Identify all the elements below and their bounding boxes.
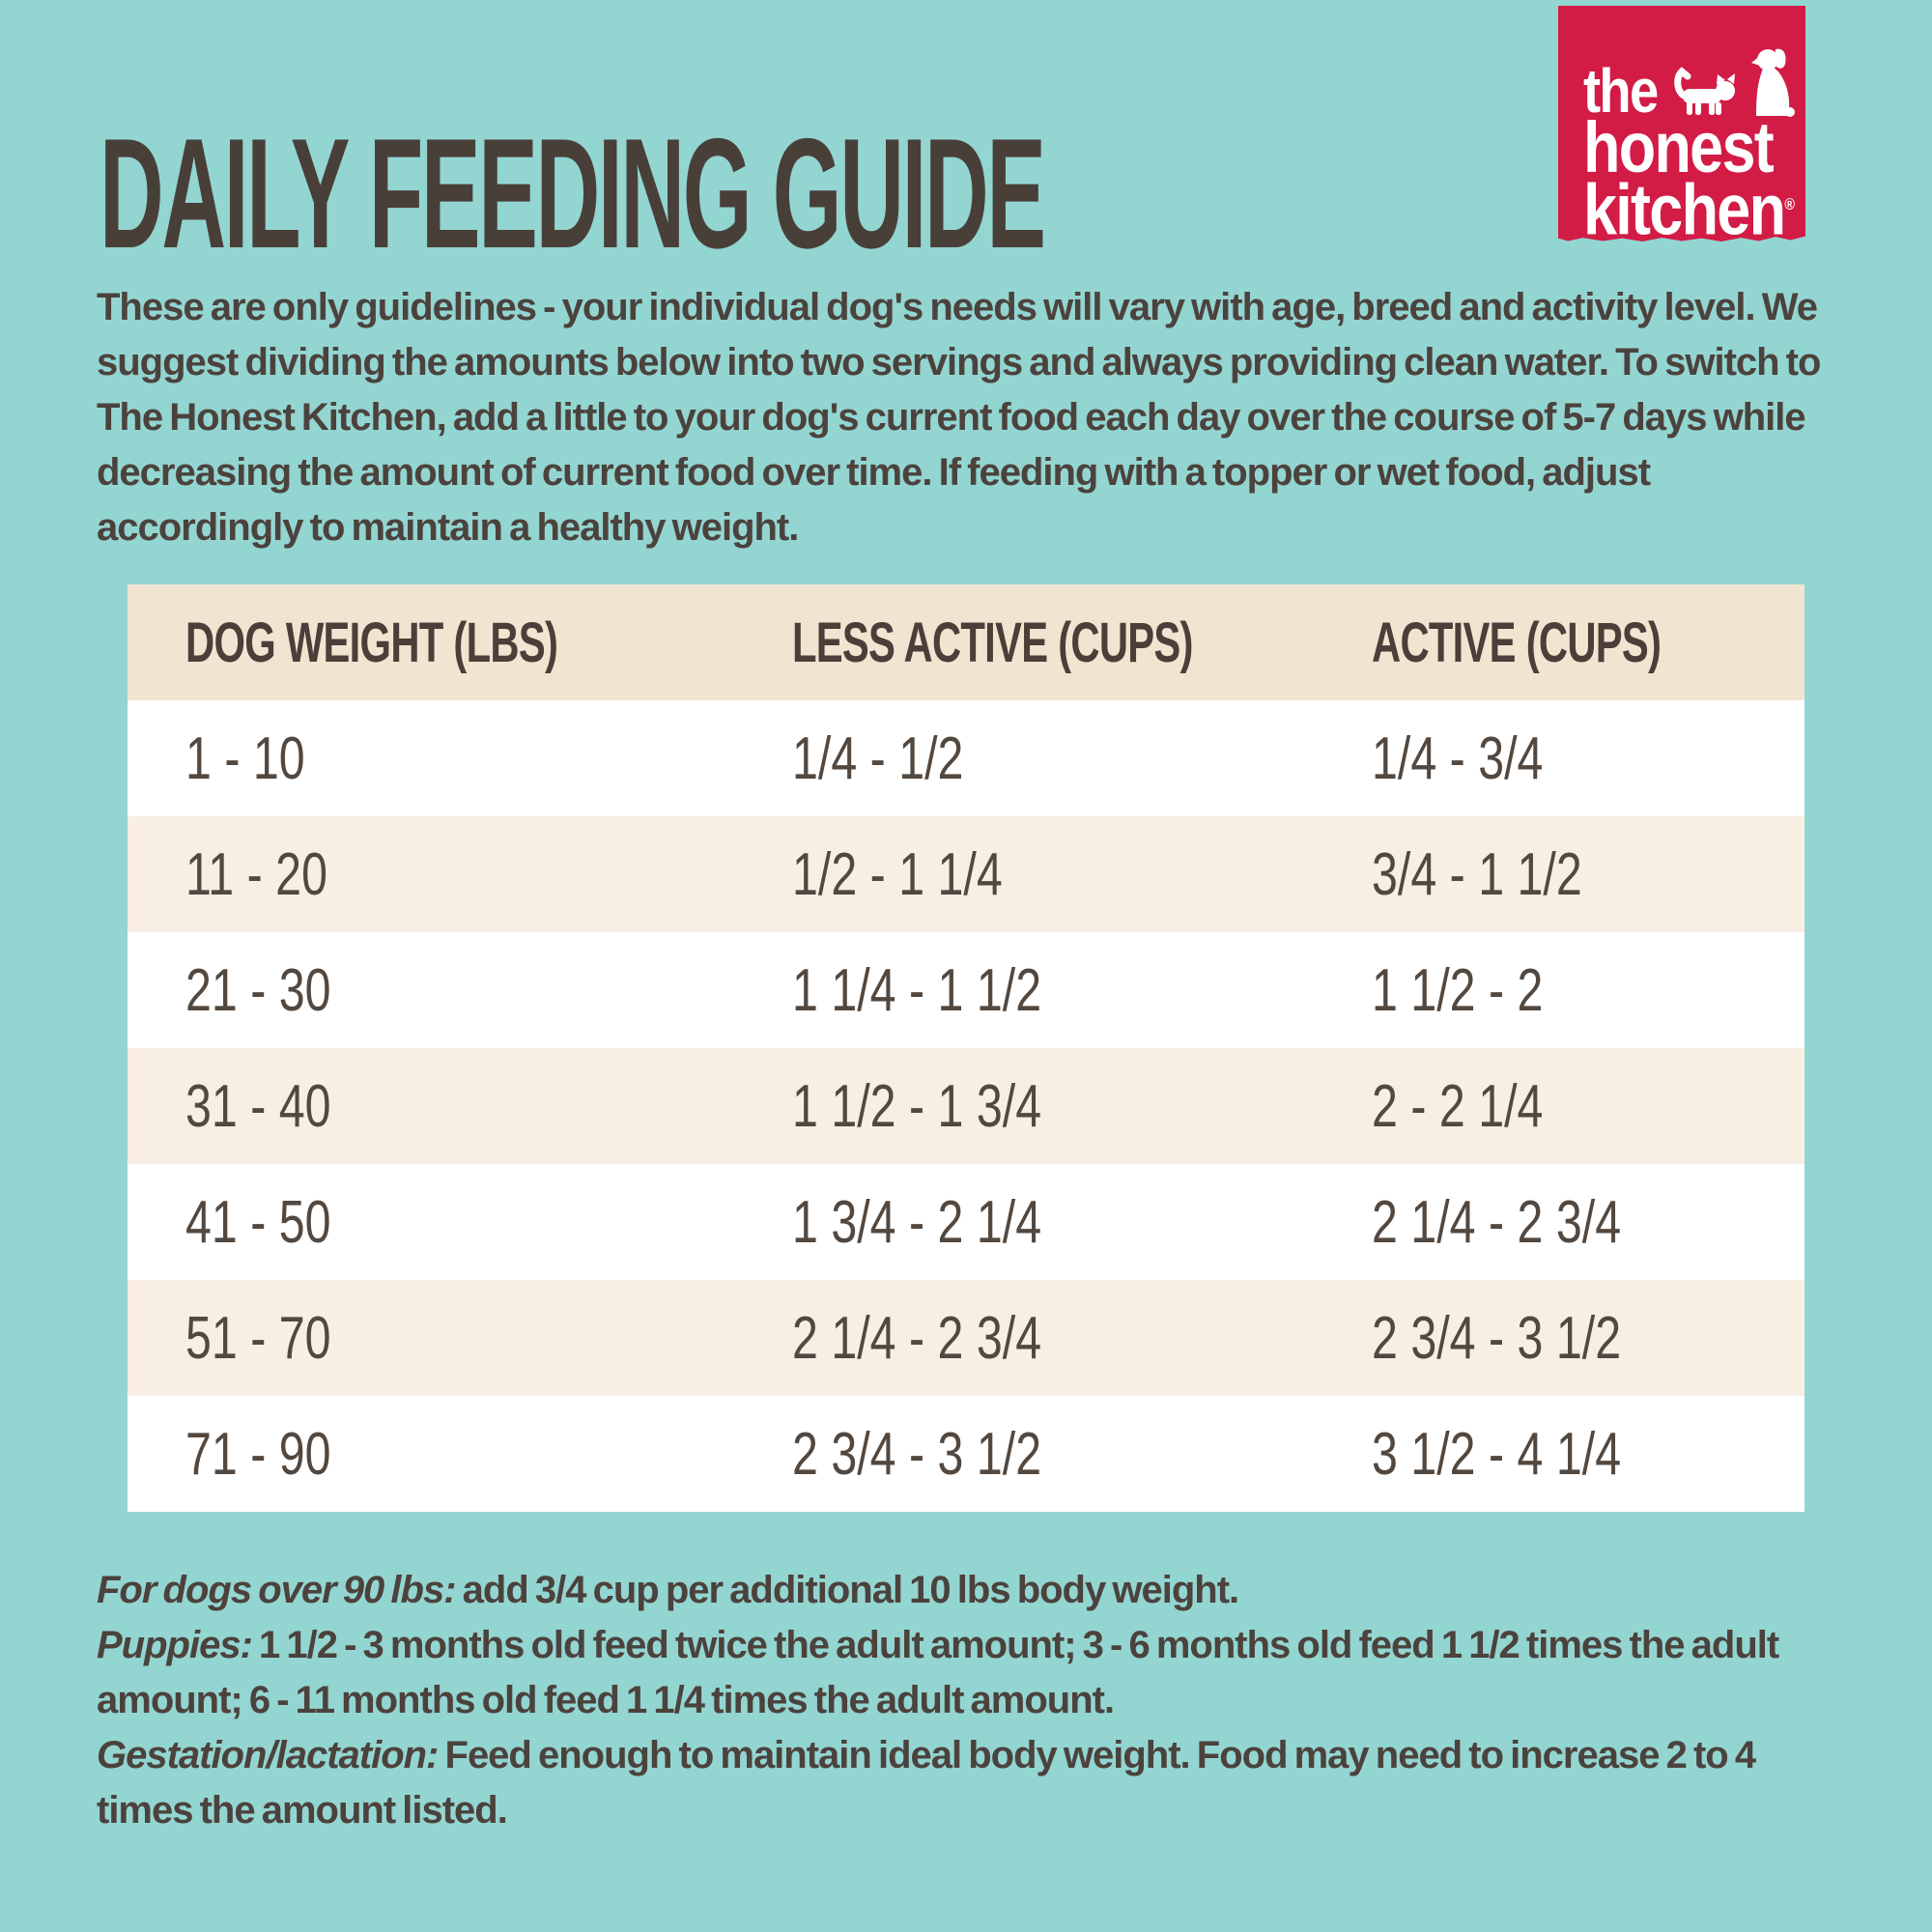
table-row: 11 - 20 1/2 - 1 1/4 3/4 - 1 1/2: [128, 816, 1804, 932]
cell-less-active: 1 1/4 - 1 1/2: [792, 956, 1042, 1024]
feeding-table: DOG WEIGHT (LBS) LESS ACTIVE (CUPS) ACTI…: [128, 584, 1804, 1512]
cell-weight: 51 - 70: [185, 1304, 331, 1372]
footnote-text: Feed enough to maintain ideal body weigh…: [97, 1734, 1756, 1832]
brand-logo: the: [1558, 6, 1805, 242]
cell-less-active: 1/2 - 1 1/4: [792, 840, 1003, 908]
cell-active: 1 1/2 - 2: [1372, 956, 1544, 1024]
cell-less-active: 1 3/4 - 2 1/4: [792, 1188, 1042, 1256]
cell-weight: 11 - 20: [185, 840, 327, 908]
logo-the-row: the: [1583, 44, 1805, 126]
footnote-label: Gestation/lactation:: [97, 1734, 439, 1776]
footnote-label: For dogs over 90 lbs:: [97, 1569, 457, 1611]
header-active: ACTIVE (CUPS): [1372, 611, 1662, 674]
logo-honest-row: honest: [1583, 107, 1805, 187]
cell-active: 3/4 - 1 1/2: [1372, 840, 1582, 908]
cell-active: 2 - 2 1/4: [1372, 1072, 1544, 1140]
cell-active: 3 1/2 - 4 1/4: [1372, 1420, 1622, 1488]
header-dog-weight: DOG WEIGHT (LBS): [185, 611, 558, 674]
page-title: DAILY FEEDING GUIDE: [99, 106, 1046, 281]
registered-mark: ®: [1784, 195, 1795, 213]
logo-word-honest: honest: [1583, 107, 1775, 187]
cell-weight: 41 - 50: [185, 1188, 331, 1256]
cell-active: 1/4 - 3/4: [1372, 724, 1544, 792]
table-row: 51 - 70 2 1/4 - 2 3/4 2 3/4 - 3 1/2: [128, 1280, 1804, 1396]
cell-less-active: 2 1/4 - 2 3/4: [792, 1304, 1042, 1372]
footnote-text: 1 1/2 - 3 months old feed twice the adul…: [97, 1624, 1779, 1721]
table-row: 21 - 30 1 1/4 - 1 1/2 1 1/2 - 2: [128, 932, 1804, 1048]
footnote-gestation: Gestation/lactation: Feed enough to main…: [97, 1728, 1835, 1838]
table-body: 1 - 10 1/4 - 1/2 1/4 - 3/4 11 - 20 1/2 -…: [128, 700, 1804, 1512]
cell-weight: 1 - 10: [185, 724, 305, 792]
header-less-active: LESS ACTIVE (CUPS): [792, 611, 1193, 674]
logo-word-the: the: [1583, 56, 1659, 126]
cell-less-active: 1/4 - 1/2: [792, 724, 964, 792]
table-row: 41 - 50 1 3/4 - 2 1/4 2 1/4 - 2 3/4: [128, 1164, 1804, 1280]
footnote-text: add 3/4 cup per additional 10 lbs body w…: [455, 1569, 1239, 1611]
intro-text: These are only guidelines - your individ…: [97, 286, 1821, 549]
footnotes: For dogs over 90 lbs: add 3/4 cup per ad…: [97, 1563, 1835, 1838]
table-row: 1 - 10 1/4 - 1/2 1/4 - 3/4: [128, 700, 1804, 816]
cell-weight: 31 - 40: [185, 1072, 331, 1140]
logo-kitchen-row: kitchen®: [1583, 169, 1805, 250]
footnote-label: Puppies:: [97, 1624, 253, 1666]
logo-pets: [1672, 44, 1796, 120]
table-row: 31 - 40 1 1/2 - 1 3/4 2 - 2 1/4: [128, 1048, 1804, 1164]
dog-icon: [1751, 48, 1795, 117]
cell-active: 2 3/4 - 3 1/2: [1372, 1304, 1622, 1372]
cell-less-active: 1 1/2 - 1 3/4: [792, 1072, 1042, 1140]
logo-word-kitchen: kitchen®: [1583, 169, 1795, 250]
cell-weight: 71 - 90: [185, 1420, 331, 1488]
footnote-puppies: Puppies: 1 1/2 - 3 months old feed twice…: [97, 1618, 1835, 1728]
cell-active: 2 1/4 - 2 3/4: [1372, 1188, 1622, 1256]
brand-logo-inner: the: [1558, 6, 1805, 250]
cat-icon: [1674, 67, 1735, 115]
table-header-row: DOG WEIGHT (LBS) LESS ACTIVE (CUPS) ACTI…: [128, 584, 1804, 700]
footnote-over-90lbs: For dogs over 90 lbs: add 3/4 cup per ad…: [97, 1563, 1835, 1618]
cell-less-active: 2 3/4 - 3 1/2: [792, 1420, 1042, 1488]
cell-weight: 21 - 30: [185, 956, 331, 1024]
table-row: 71 - 90 2 3/4 - 3 1/2 3 1/2 - 4 1/4: [128, 1396, 1804, 1512]
